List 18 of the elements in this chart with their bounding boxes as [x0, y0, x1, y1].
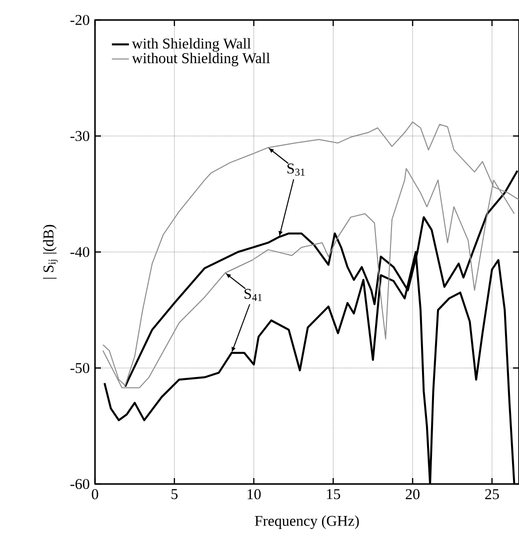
line-series: [102, 122, 519, 386]
x-tick-label: 10: [248, 489, 261, 500]
x-tick-label: 25: [485, 489, 499, 500]
y-tick-label: -40: [70, 246, 90, 258]
y-axis-title: | S$_{ij}$ |(dB): [43, 224, 58, 279]
annotation: S$_{41}$: [244, 288, 262, 301]
annotation: S$_{31}$: [287, 164, 305, 176]
y-tick-label: -60: [70, 478, 90, 490]
x-tick-label: 0: [92, 489, 98, 500]
y-tick-label: -20: [70, 14, 90, 26]
legend-label: without Shielding Wall: [132, 52, 270, 66]
legend-label: with Shielding Wall: [132, 38, 251, 52]
y-tick-label: -30: [70, 130, 90, 142]
x-tick-label: 15: [327, 489, 340, 500]
y-tick-label: -50: [70, 362, 90, 374]
x-axis-title: Frequency (GHz): [254, 515, 359, 530]
x-tick-label: 5: [172, 489, 178, 500]
x-tick-label: 20: [406, 489, 420, 500]
